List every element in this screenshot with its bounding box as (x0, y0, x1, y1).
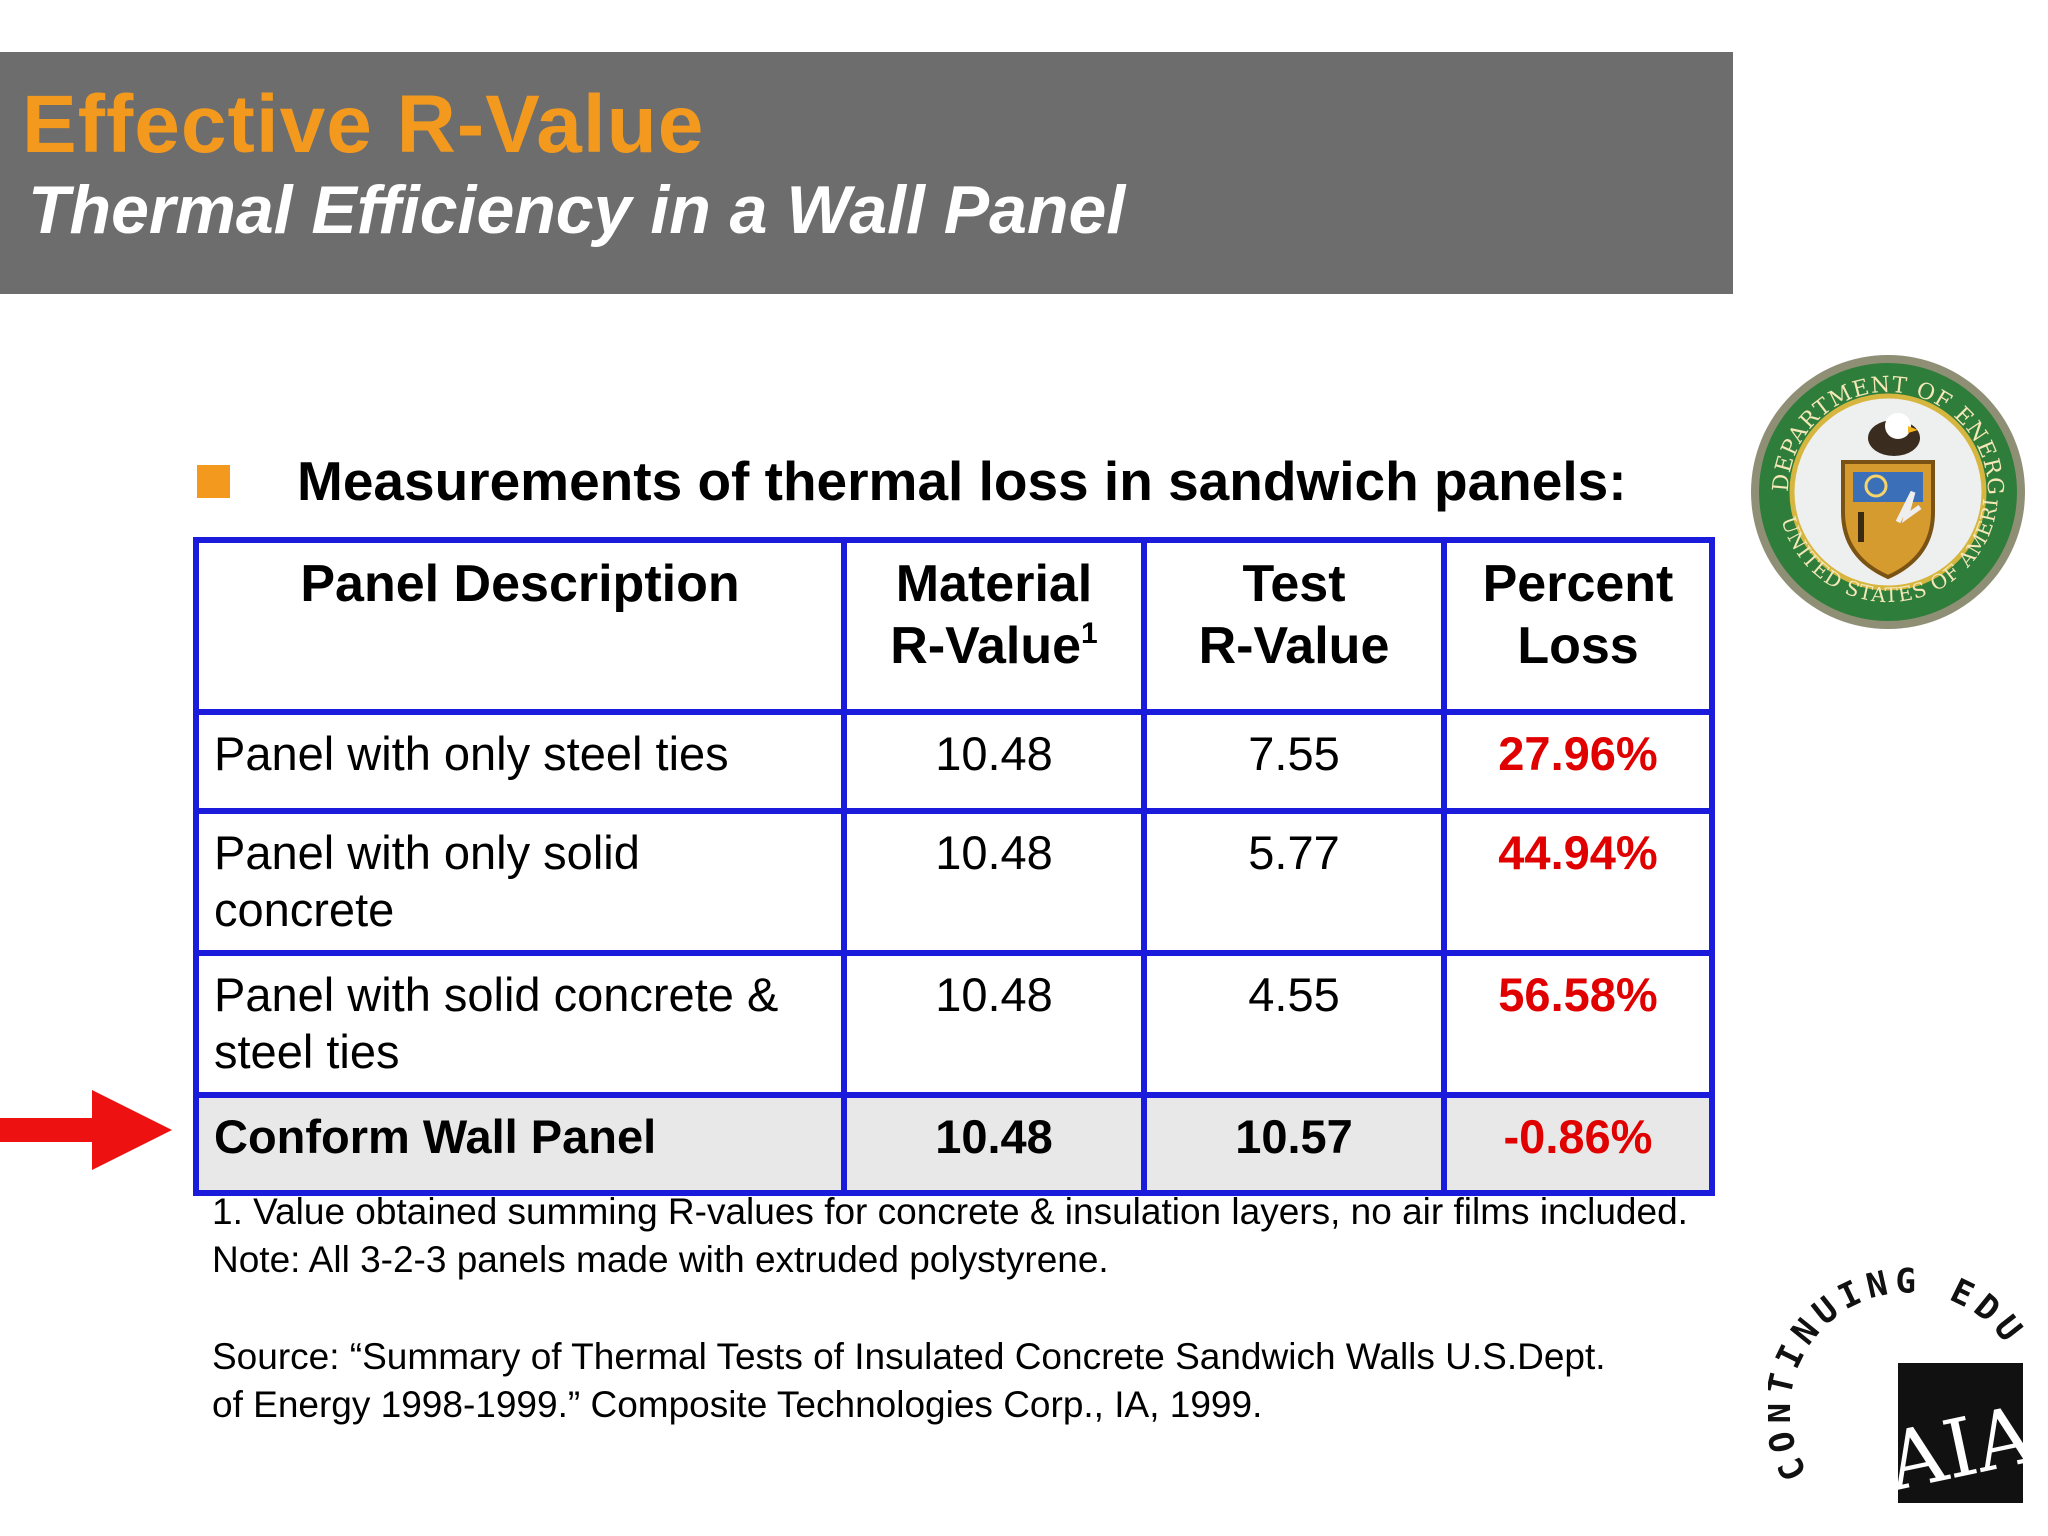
cell-description: Panel with only solid concrete (193, 808, 847, 956)
header-band (0, 52, 1733, 294)
cell-test: 7.55 (1141, 709, 1447, 814)
cell-loss: 44.94% (1441, 808, 1715, 956)
cell-material: 10.48 (841, 1092, 1147, 1196)
table-row: Panel with only solid concrete 10.48 5.77… (193, 808, 1715, 956)
cell-description: Panel with solid concrete & steel ties (193, 950, 847, 1098)
header-test-r-value: Test R-Value (1141, 537, 1447, 715)
aia-continuing-education-logo: CONTINUING EDUCATION AIA (1755, 1207, 2043, 1513)
source-line-2: of Energy 1998-1999.” Composite Technolo… (212, 1384, 1263, 1425)
table-row: Panel with solid concrete & steel ties 10… (193, 950, 1715, 1098)
source-citation: Source: “Summary of Thermal Tests of Ins… (212, 1333, 1606, 1429)
footnote: 1. Value obtained summing R-values for c… (212, 1188, 1688, 1284)
cell-loss: 27.96% (1441, 709, 1715, 814)
cell-loss: 56.58% (1441, 950, 1715, 1098)
cell-description: Conform Wall Panel (193, 1092, 847, 1196)
cell-material: 10.48 (841, 709, 1147, 814)
table-row: Panel with only steel ties 10.48 7.55 27… (193, 709, 1715, 814)
thermal-loss-table: Panel Description Material R-Value1 Test R… (193, 537, 1715, 1196)
cell-description: Panel with only steel ties (193, 709, 847, 814)
cell-test: 10.57 (1141, 1092, 1447, 1196)
cell-test: 5.77 (1141, 808, 1447, 956)
footnote-line-2: Note: All 3-2-3 panels made with extrude… (212, 1239, 1109, 1280)
footnote-line-1: 1. Value obtained summing R-values for c… (212, 1191, 1688, 1232)
table-header-row: Panel Description Material R-Value1 Test R… (193, 537, 1715, 715)
header-material-r-value: Material R-Value1 (841, 537, 1147, 715)
cell-material: 10.48 (841, 808, 1147, 956)
square-bullet-icon (197, 465, 230, 498)
cell-loss: -0.86% (1441, 1092, 1715, 1196)
source-line-1: Source: “Summary of Thermal Tests of Ins… (212, 1336, 1606, 1377)
header-panel-description: Panel Description (193, 537, 847, 715)
bullet-heading: Measurements of thermal loss in sandwich… (297, 450, 1627, 512)
footnote-marker: 1 (1081, 616, 1098, 650)
cell-test: 4.55 (1141, 950, 1447, 1098)
table-row-highlighted: Conform Wall Panel 10.48 10.57 -0.86% (193, 1092, 1715, 1196)
slide-subtitle: Thermal Efficiency in a Wall Panel (28, 172, 1126, 248)
right-arrow-icon (0, 1090, 175, 1175)
header-percent-loss: Percent Loss (1441, 537, 1715, 715)
slide-title: Effective R-Value (22, 79, 705, 170)
cell-material: 10.48 (841, 950, 1147, 1098)
doe-seal: DEPARTMENT OF ENERGY UNITED STATES OF AM… (1739, 333, 2028, 637)
